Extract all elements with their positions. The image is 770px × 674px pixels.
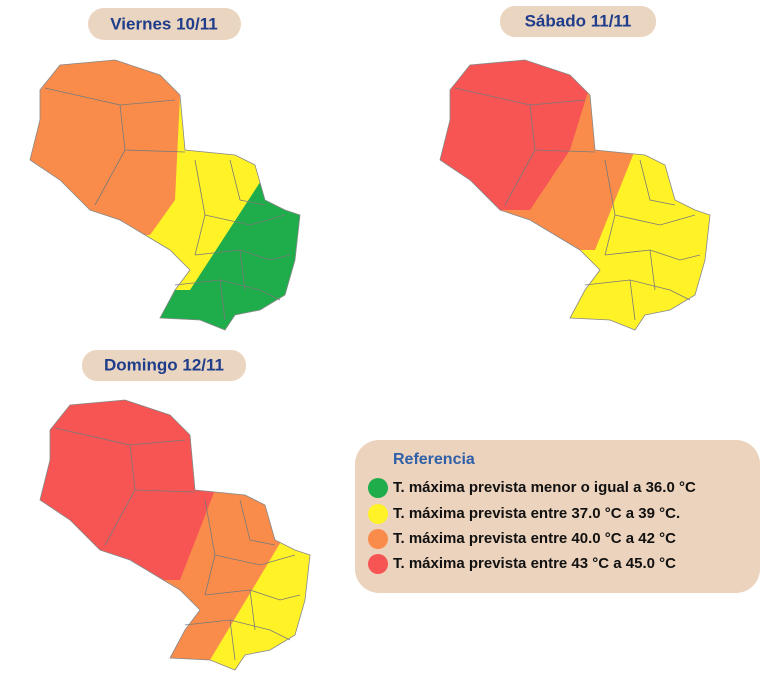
map-friday: [29, 59, 301, 331]
legend-dot: [368, 478, 388, 498]
day-label: Domingo 12/11: [104, 355, 224, 374]
day-pill: [88, 8, 241, 40]
legend-dot: [368, 529, 388, 549]
legend-label: T. máxima prevista entre 40.0 °C a 42 °C: [393, 530, 676, 547]
day-label: Sábado 11/11: [525, 11, 632, 30]
legend-box: [355, 440, 760, 593]
legend-title: Referencia: [393, 451, 475, 468]
day-pill: [82, 350, 246, 381]
legend-dot: [368, 554, 388, 574]
map-sunday: [39, 399, 311, 671]
day-pill: [500, 6, 656, 37]
map-saturday: [439, 59, 711, 331]
legend-label: T. máxima prevista entre 43 °C a 45.0 °C: [393, 555, 676, 572]
legend-label: T. máxima prevista menor o igual a 36.0 …: [393, 479, 696, 496]
day-label: Viernes 10/11: [110, 14, 217, 33]
legend-label: T. máxima prevista entre 37.0 °C a 39 °C…: [393, 505, 680, 522]
legend: Referencia T. máxima prevista menor o ig…: [355, 440, 760, 593]
legend-dot: [368, 504, 388, 524]
